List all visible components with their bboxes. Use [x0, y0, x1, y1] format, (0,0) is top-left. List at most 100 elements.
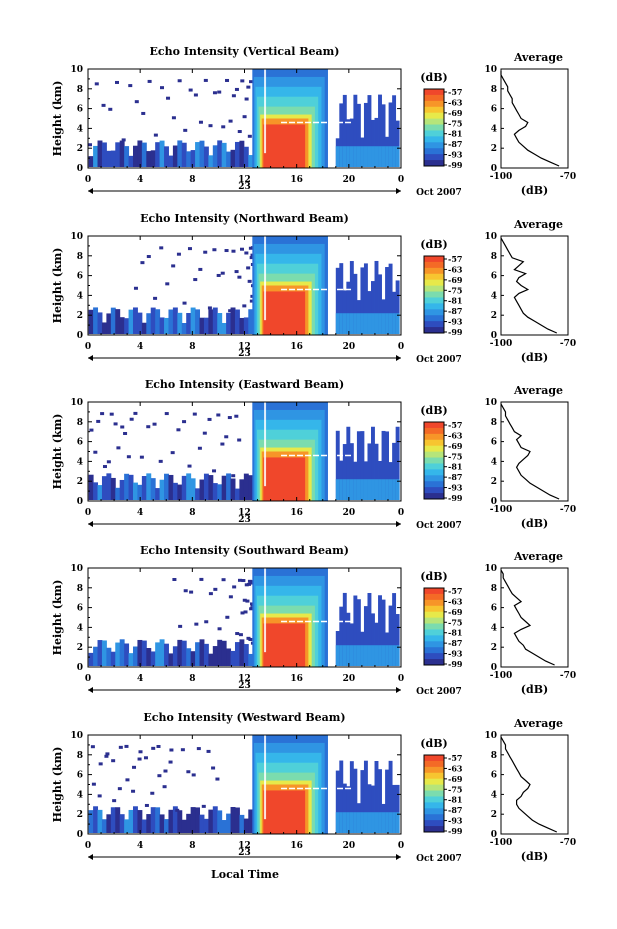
echo-cell	[385, 313, 390, 335]
panel-2: Echo Intensity (Northward Beam) 0 2 4 6 8 10 0 4…	[51, 212, 576, 365]
colorbar-tick-label: -81	[448, 795, 462, 805]
colorbar-swatch	[424, 641, 444, 648]
profile-y-tick-label: 10	[484, 564, 497, 574]
x-tick-label: 0	[398, 508, 404, 518]
echo-cell	[346, 119, 351, 168]
panel-4: Echo Intensity (Southward Beam) 0 2 4 6 8 10 0 4…	[51, 544, 576, 697]
colorbar-tick-label: -57	[448, 753, 462, 763]
echo-cell	[395, 645, 400, 667]
echo-cell	[88, 309, 94, 335]
echo-cell	[234, 488, 240, 501]
colorbar-tick-label: -75	[448, 118, 462, 128]
echo-speck	[116, 446, 121, 450]
echo-speck	[227, 416, 232, 420]
echo-cell	[221, 142, 227, 168]
echo-speck	[243, 610, 248, 614]
echo-speck	[208, 592, 213, 596]
echo-cell	[203, 146, 209, 168]
echo-cell	[137, 639, 143, 667]
echo-cell	[159, 639, 165, 667]
echo-speck	[207, 417, 212, 421]
echo-speck	[112, 799, 117, 803]
echo-cell	[356, 599, 361, 667]
heatmap	[88, 69, 400, 168]
echo-cell	[217, 313, 223, 335]
echo-cell	[360, 645, 365, 667]
echo-cell	[93, 145, 99, 168]
data-gap	[264, 69, 267, 154]
echo-cell	[395, 812, 400, 834]
echo-cell	[88, 652, 94, 667]
echo-cell	[395, 784, 400, 834]
echo-speck	[188, 88, 193, 92]
echo-cell	[356, 313, 361, 335]
echo-speck	[96, 419, 101, 423]
echo-speck	[105, 752, 110, 756]
echo-speck	[193, 278, 198, 282]
echo-cell	[392, 146, 397, 168]
echo-speck	[244, 97, 249, 101]
echo-cell	[353, 94, 358, 168]
echo-cell	[212, 307, 218, 335]
echo-cell	[371, 313, 375, 335]
echo-cell	[346, 281, 351, 335]
data-gap	[264, 735, 267, 820]
colorbar-swatch	[424, 481, 444, 488]
colorbar-swatch	[424, 303, 444, 310]
echo-speck	[198, 267, 203, 271]
chart-title: Echo Intensity (Westward Beam)	[143, 711, 345, 724]
colorbar-frame	[423, 587, 445, 666]
echo-cell	[199, 317, 205, 335]
colorbar-swatch	[424, 493, 444, 500]
echo-cell	[146, 313, 152, 335]
echo-cell	[349, 313, 354, 335]
echo-cell	[137, 140, 143, 168]
profile-y-tick-label: 4	[491, 457, 497, 467]
echo-cell	[137, 484, 143, 501]
echo-speck	[120, 425, 125, 429]
echo-cell	[381, 599, 386, 667]
echo-cell	[367, 291, 372, 335]
colorbar-tick-label: -75	[448, 784, 462, 794]
echo-cell	[106, 313, 112, 335]
echo-cell	[243, 317, 249, 335]
echo-speck	[146, 425, 151, 429]
echo-cell	[367, 95, 372, 168]
echo-cell	[367, 645, 372, 667]
echo-speck	[132, 765, 137, 769]
colorbar-swatch	[424, 826, 444, 833]
echo-cell	[371, 812, 375, 834]
echo-cell	[243, 146, 249, 168]
echo-speck	[249, 607, 254, 611]
colorbar-swatch	[424, 457, 444, 464]
echo-speck	[156, 744, 161, 748]
echo-cell	[137, 810, 143, 834]
profile-y-tick-label: 10	[484, 65, 497, 75]
echo-cell	[356, 103, 361, 168]
day-bracket-arrow	[88, 854, 93, 860]
profile-y-tick-label: 0	[491, 497, 497, 507]
echo-cell	[248, 653, 254, 667]
colorbar-swatch	[424, 475, 444, 482]
colorbar-swatch	[424, 593, 444, 601]
echo-speck	[131, 789, 136, 793]
profile-x-tick-label: -70	[560, 671, 576, 681]
echo-speck	[140, 261, 145, 265]
echo-cell	[150, 307, 156, 335]
echo-cell	[234, 807, 240, 834]
echo-cell	[342, 645, 347, 667]
echo-cell	[374, 260, 379, 335]
colorbar-tick-label: -57	[448, 254, 462, 264]
echo-cell	[353, 812, 358, 834]
echo-speck	[146, 255, 151, 259]
echo-cell	[101, 322, 107, 335]
echo-speck	[106, 460, 111, 464]
colorbar-tick-label: -63	[448, 763, 463, 773]
colorbar-tick-label: -57	[448, 87, 462, 97]
echo-speck	[123, 431, 128, 435]
colorbar-swatch	[424, 611, 444, 619]
echo-cell	[349, 761, 354, 834]
echo-cell	[132, 307, 138, 335]
echo-speck	[93, 450, 98, 454]
y-tick-label: 10	[70, 65, 83, 75]
